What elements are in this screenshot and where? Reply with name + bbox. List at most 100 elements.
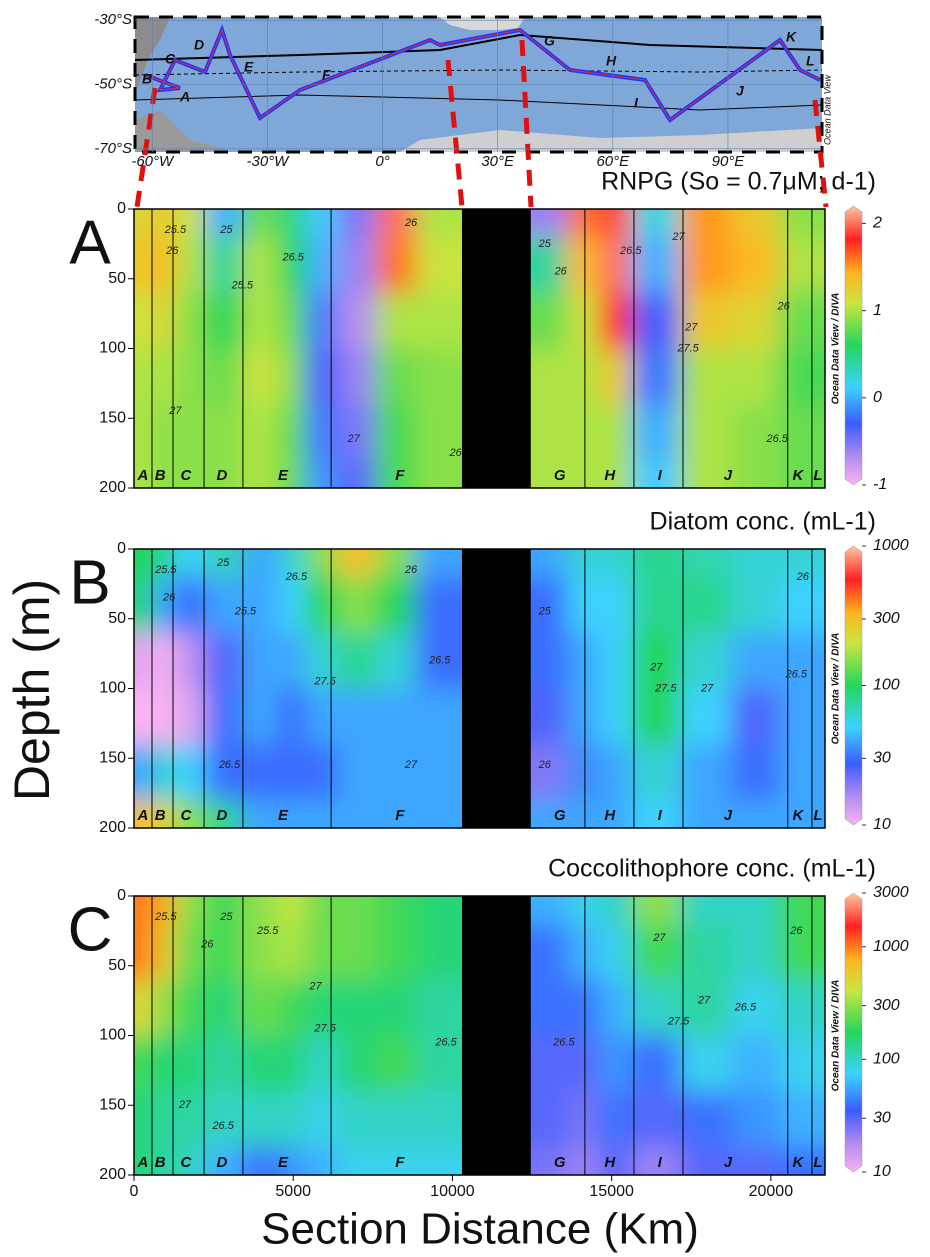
field-cell <box>632 460 681 488</box>
panel-letter: B <box>69 548 110 617</box>
field-cell <box>778 1147 825 1175</box>
field-cell <box>134 632 154 689</box>
field-cell <box>337 923 377 981</box>
y-tick-label: 200 <box>99 479 126 496</box>
field-cell <box>337 632 377 689</box>
section-label: A <box>136 467 148 484</box>
x-tick-label: 15000 <box>589 1183 634 1200</box>
contour-label: 25.5 <box>234 606 257 618</box>
field-cell <box>205 576 243 634</box>
field-cell <box>153 236 176 294</box>
field-cell <box>134 209 154 238</box>
field-cell <box>632 923 681 981</box>
contour-label: 27 <box>700 682 714 694</box>
contour-label: 27.5 <box>667 1015 690 1027</box>
colorbar-tick-label: 10 <box>873 816 891 833</box>
field-cell <box>337 236 377 294</box>
x-tick-label: 0 <box>130 1183 139 1200</box>
contour-label: 26 <box>554 266 568 278</box>
field-cell <box>277 576 307 634</box>
field-cell <box>680 576 732 634</box>
contour-label: 26.5 <box>211 1120 234 1132</box>
field-cell <box>376 800 417 828</box>
section-label: L <box>813 467 822 484</box>
section-label: L <box>813 807 822 824</box>
field-cell <box>242 1035 278 1092</box>
x-tick-label: 5000 <box>275 1183 311 1200</box>
section-label: B <box>155 1154 166 1171</box>
field-cell <box>305 688 339 745</box>
field-cell <box>598 576 633 634</box>
map-lon-label: -60°W <box>131 153 175 170</box>
field-cell <box>598 800 633 828</box>
field-cell <box>337 348 377 405</box>
field-cell <box>376 549 417 578</box>
field-cell <box>376 923 417 981</box>
contour-label: 27.5 <box>676 342 699 354</box>
contour-label: 25.5 <box>231 280 254 292</box>
map-section: F <box>322 67 331 83</box>
field-cell <box>153 460 176 488</box>
field-cell <box>242 1147 278 1175</box>
field-cell <box>153 688 176 745</box>
field-cell <box>778 209 825 238</box>
field-cell <box>277 800 307 828</box>
section-label: E <box>278 467 289 484</box>
field-cell <box>242 979 278 1036</box>
contour-label: 26 <box>404 564 418 576</box>
field-cell <box>242 236 278 294</box>
field-cell <box>778 744 825 801</box>
map-lon-label: -30°W <box>246 153 290 170</box>
contour-label: 26.5 <box>282 252 305 264</box>
colorbar-tick-label: 1 <box>873 302 882 319</box>
contour-label: 25.5 <box>154 911 177 923</box>
field-cell <box>277 632 307 689</box>
field-cell <box>632 236 681 294</box>
y-tick-label: 0 <box>117 887 126 904</box>
contour-label: 25 <box>219 911 233 923</box>
field-cell <box>680 632 732 689</box>
section-label: B <box>155 467 166 484</box>
contour-label: 26 <box>796 571 810 583</box>
field-cell <box>175 896 207 925</box>
field-cell <box>778 404 825 461</box>
field-cell <box>337 209 377 238</box>
field-cell <box>305 236 339 294</box>
field-cell <box>632 800 681 828</box>
field-cell <box>680 209 732 238</box>
contour-label: 27.5 <box>654 682 677 694</box>
field-cell <box>731 292 780 349</box>
field-cell <box>277 923 307 981</box>
field-cell <box>567 632 600 689</box>
field-cell <box>305 576 339 634</box>
contour-label: 26.5 <box>552 1036 575 1048</box>
field-cell <box>632 209 681 238</box>
field-cell <box>376 979 417 1036</box>
data-gap <box>461 549 531 828</box>
field-cell <box>731 923 780 981</box>
field-cell <box>376 236 417 294</box>
field-cell <box>337 744 377 801</box>
map-section: A <box>179 89 190 105</box>
section-label: K <box>793 467 805 484</box>
field-cell <box>567 800 600 828</box>
field-cell <box>778 292 825 349</box>
watermark: Ocean Data View / DIVA <box>831 293 842 405</box>
section-label: L <box>813 1154 822 1171</box>
field-cell <box>731 688 780 745</box>
field-cell <box>598 923 633 981</box>
contour-label: 26 <box>162 592 176 604</box>
field-cell <box>778 576 825 634</box>
contour-label: 25.5 <box>256 925 279 937</box>
contour-label: 26 <box>776 301 790 313</box>
field-cell <box>175 800 207 828</box>
section-label: E <box>278 807 289 824</box>
field-cell <box>277 460 307 488</box>
field-cell <box>731 979 780 1036</box>
section-label: E <box>278 1154 289 1171</box>
field-cell <box>632 744 681 801</box>
field-cell <box>134 1091 154 1148</box>
field-cell <box>305 979 339 1036</box>
field-cell <box>632 576 681 634</box>
field-cell <box>134 348 154 405</box>
